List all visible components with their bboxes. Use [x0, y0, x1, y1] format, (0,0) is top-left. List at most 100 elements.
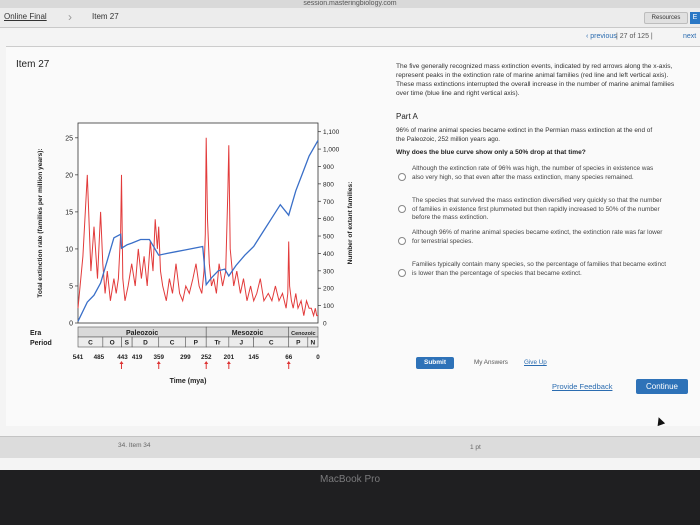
x-tick-label: 252 — [201, 354, 212, 361]
breadcrumb-online-final[interactable]: Online Final — [4, 12, 47, 21]
item-counter-text: 27 of 125 — [619, 33, 649, 40]
period-label: C — [170, 340, 175, 347]
answer-option-text: Although 96% of marine animal species be… — [412, 229, 663, 245]
right-tick-label: 600 — [323, 216, 334, 223]
right-tick-label: 700 — [323, 199, 334, 206]
era-label: Paleozoic — [126, 330, 158, 337]
question-ask: Why does the blue curve show only a 50% … — [396, 149, 586, 156]
previous-link[interactable]: ‹ previous — [586, 33, 617, 40]
resources-button[interactable]: Resources — [644, 12, 688, 24]
left-axis-label: Total extinction rate (families per mill… — [37, 148, 44, 297]
left-tick-label: 10 — [65, 246, 73, 253]
x-tick-label: 299 — [180, 354, 191, 361]
left-tick-label: 0 — [69, 321, 73, 328]
era-label: Mesozoic — [232, 330, 264, 337]
laptop-bezel — [0, 470, 700, 525]
right-tick-label: 0 — [323, 321, 327, 328]
answer-option-d[interactable]: Families typically contain many species,… — [396, 261, 666, 293]
x-axis-label: Time (mya) — [170, 378, 207, 385]
answer-option-text: Although the extinction rate of 96% was … — [412, 165, 654, 181]
my-answers-label: My Answers — [474, 359, 508, 366]
give-up-link[interactable]: Give Up — [524, 359, 547, 366]
device-label: MacBook Pro — [319, 474, 381, 485]
era-label: Cenozoic — [291, 331, 315, 337]
next-link[interactable]: next — [683, 33, 697, 40]
period-label: D — [143, 340, 148, 347]
answer-option-c[interactable]: Although 96% of marine animal species be… — [396, 229, 666, 261]
period-label: C — [88, 340, 93, 347]
points-label: 1 pt — [470, 444, 481, 451]
provide-feedback-link[interactable]: Provide Feedback — [552, 382, 613, 391]
next-item-preview[interactable]: 34. Item 34 — [118, 442, 151, 449]
x-tick-label: 359 — [153, 354, 164, 361]
top-bar: Online Final › Item 27 Resources E — [0, 8, 700, 28]
screen: session.masteringbiology.com Online Fina… — [0, 0, 700, 470]
period-row-label: Period — [30, 340, 52, 347]
question-text: 96% of marine animal species became exti… — [396, 127, 653, 143]
item-navigation: ‹ previous | 27 of 125 | next — [0, 29, 700, 45]
item-content: Item 27 0 5 10 15 20 25 100 200 300 400 500 600 700 8… — [6, 46, 700, 427]
plot-area — [77, 122, 319, 324]
mass-extinction-chart: 0 5 10 15 20 25 100 200 300 400 500 600 700 800 900 1,0… — [30, 122, 354, 385]
breadcrumb-current-item: Item 27 — [92, 12, 119, 21]
resources-badge[interactable]: E — [690, 12, 700, 24]
url-bar[interactable]: session.masteringbiology.com — [0, 0, 700, 8]
item-title: Item 27 — [16, 59, 50, 70]
part-title: Part A — [396, 112, 418, 121]
left-tick-label: 5 — [69, 283, 73, 290]
right-tick-label: 300 — [323, 268, 334, 275]
right-tick-label: 400 — [323, 251, 334, 258]
answer-option-text: Families typically contain many species,… — [412, 261, 666, 277]
bottom-bar: 34. Item 34 1 pt — [0, 436, 700, 458]
answer-option-b[interactable]: The species that survived the mass extin… — [396, 197, 666, 229]
extinction-arrow-head — [119, 361, 124, 364]
extinction-arrow-head — [204, 361, 209, 364]
url-text: session.masteringbiology.com — [303, 0, 397, 7]
right-tick-label: 1,100 — [323, 129, 340, 136]
item-counter: | 27 of 125 | — [616, 33, 653, 40]
extinction-rate-line — [77, 137, 318, 318]
left-tick-label: 20 — [65, 172, 73, 179]
radio-button-c[interactable] — [398, 237, 406, 245]
radio-button-a[interactable] — [398, 173, 406, 181]
period-label: O — [110, 340, 115, 347]
x-tick-label: 541 — [73, 354, 84, 361]
radio-button-d[interactable] — [398, 269, 406, 277]
period-label: S — [125, 340, 130, 347]
answer-option-text: The species that survived the mass extin… — [412, 197, 662, 222]
question-panel: The five generally recognized mass extin… — [396, 62, 686, 293]
era-row-label: Era — [30, 330, 41, 337]
left-tick-label: 25 — [65, 135, 73, 142]
right-tick-label: 100 — [323, 303, 334, 310]
answer-options: Although the extinction rate of 96% was … — [396, 165, 686, 293]
mouse-cursor-icon — [654, 415, 666, 427]
period-label: P — [194, 340, 199, 347]
continue-button[interactable]: Continue — [636, 379, 688, 394]
x-tick-label: 419 — [132, 354, 143, 361]
x-tick-label: 145 — [248, 354, 259, 361]
period-label: P — [296, 340, 301, 347]
resources-label: Resources — [651, 15, 681, 21]
x-tick-label: 443 — [117, 354, 128, 361]
chevron-right-icon: › — [68, 10, 72, 24]
right-axis-label: Number of extant families: — [347, 182, 354, 265]
answer-option-a[interactable]: Although the extinction rate of 96% was … — [396, 165, 666, 197]
period-cell — [307, 336, 319, 348]
period-label: Tr — [214, 340, 221, 347]
period-label: C — [269, 340, 274, 347]
right-tick-label: 500 — [323, 234, 334, 241]
intro-text: The five generally recognized mass extin… — [396, 63, 675, 97]
x-tick-label: 0 — [316, 354, 320, 361]
x-tick-label: 485 — [94, 354, 105, 361]
radio-button-b[interactable] — [398, 205, 406, 213]
left-tick-label: 15 — [65, 209, 73, 216]
right-tick-label: 200 — [323, 286, 334, 293]
extant-families-line — [77, 140, 319, 322]
x-tick-label: 201 — [224, 354, 235, 361]
right-tick-label: 900 — [323, 164, 334, 171]
extinction-arrow-head — [156, 361, 161, 364]
submit-button[interactable]: Submit — [416, 357, 454, 369]
right-tick-label: 1,000 — [323, 147, 340, 154]
period-label: J — [239, 340, 243, 347]
right-tick-label: 800 — [323, 181, 334, 188]
